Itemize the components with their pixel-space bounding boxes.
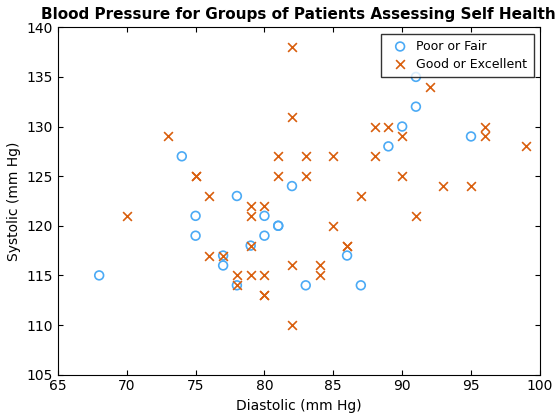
Good or Excellent bbox=[521, 143, 530, 150]
Good or Excellent bbox=[191, 173, 200, 179]
Poor or Fair bbox=[412, 103, 421, 110]
Good or Excellent bbox=[398, 133, 407, 140]
Good or Excellent bbox=[439, 183, 448, 189]
Poor or Fair bbox=[191, 213, 200, 219]
Poor or Fair bbox=[260, 213, 269, 219]
Poor or Fair bbox=[301, 282, 310, 289]
Good or Excellent bbox=[287, 322, 296, 328]
Good or Excellent bbox=[315, 262, 324, 269]
Legend: Poor or Fair, Good or Excellent: Poor or Fair, Good or Excellent bbox=[381, 34, 534, 77]
Poor or Fair bbox=[466, 133, 475, 140]
Poor or Fair bbox=[260, 232, 269, 239]
Poor or Fair bbox=[343, 252, 352, 259]
Good or Excellent bbox=[425, 84, 434, 90]
Good or Excellent bbox=[315, 272, 324, 279]
Poor or Fair bbox=[274, 223, 283, 229]
Good or Excellent bbox=[260, 292, 269, 299]
Good or Excellent bbox=[356, 193, 365, 199]
Poor or Fair bbox=[356, 282, 365, 289]
Poor or Fair bbox=[218, 252, 227, 259]
Good or Excellent bbox=[205, 252, 214, 259]
Title: Blood Pressure for Groups of Patients Assessing Self Health: Blood Pressure for Groups of Patients As… bbox=[41, 7, 556, 22]
Good or Excellent bbox=[466, 183, 475, 189]
Poor or Fair bbox=[232, 193, 241, 199]
Good or Excellent bbox=[287, 44, 296, 50]
Poor or Fair bbox=[246, 242, 255, 249]
Good or Excellent bbox=[287, 262, 296, 269]
Good or Excellent bbox=[246, 242, 255, 249]
Good or Excellent bbox=[398, 173, 407, 179]
Good or Excellent bbox=[260, 202, 269, 209]
Good or Excellent bbox=[246, 272, 255, 279]
Good or Excellent bbox=[274, 153, 283, 160]
X-axis label: Diastolic (mm Hg): Diastolic (mm Hg) bbox=[236, 399, 362, 413]
Good or Excellent bbox=[370, 153, 379, 160]
Good or Excellent bbox=[218, 252, 227, 259]
Poor or Fair bbox=[95, 272, 104, 279]
Good or Excellent bbox=[329, 153, 338, 160]
Poor or Fair bbox=[412, 74, 421, 80]
Good or Excellent bbox=[287, 113, 296, 120]
Good or Excellent bbox=[301, 153, 310, 160]
Poor or Fair bbox=[287, 183, 296, 189]
Good or Excellent bbox=[205, 193, 214, 199]
Poor or Fair bbox=[398, 123, 407, 130]
Good or Excellent bbox=[122, 213, 131, 219]
Good or Excellent bbox=[480, 123, 489, 130]
Good or Excellent bbox=[164, 133, 172, 140]
Good or Excellent bbox=[274, 173, 283, 179]
Poor or Fair bbox=[274, 223, 283, 229]
Good or Excellent bbox=[301, 173, 310, 179]
Y-axis label: Systolic (mm Hg): Systolic (mm Hg) bbox=[7, 141, 21, 261]
Poor or Fair bbox=[191, 232, 200, 239]
Good or Excellent bbox=[384, 123, 393, 130]
Poor or Fair bbox=[178, 153, 186, 160]
Good or Excellent bbox=[329, 223, 338, 229]
Good or Excellent bbox=[232, 272, 241, 279]
Good or Excellent bbox=[343, 242, 352, 249]
Good or Excellent bbox=[370, 123, 379, 130]
Good or Excellent bbox=[246, 213, 255, 219]
Good or Excellent bbox=[343, 242, 352, 249]
Good or Excellent bbox=[191, 173, 200, 179]
Poor or Fair bbox=[384, 143, 393, 150]
Good or Excellent bbox=[246, 202, 255, 209]
Poor or Fair bbox=[218, 262, 227, 269]
Good or Excellent bbox=[232, 282, 241, 289]
Good or Excellent bbox=[260, 272, 269, 279]
Good or Excellent bbox=[412, 213, 421, 219]
Poor or Fair bbox=[232, 282, 241, 289]
Good or Excellent bbox=[480, 133, 489, 140]
Good or Excellent bbox=[260, 292, 269, 299]
